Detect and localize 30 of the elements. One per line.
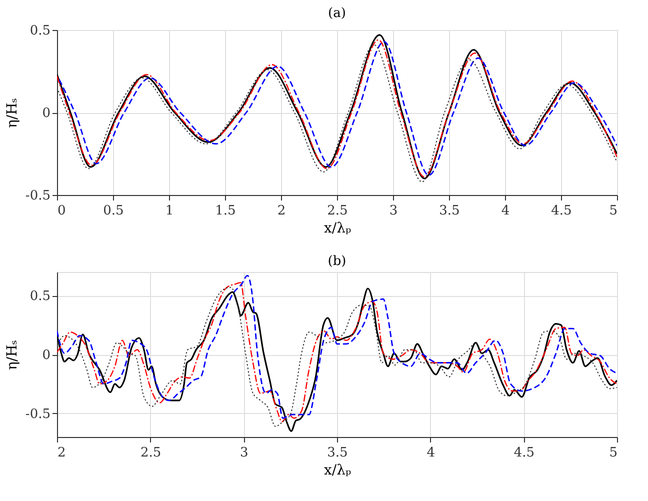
x-tick-label: 2 <box>58 446 66 460</box>
y-tick-label: -0.5 <box>25 406 50 422</box>
y-tick-label: -0.5 <box>25 188 50 204</box>
chart-title: (b) <box>328 254 346 269</box>
y-axis-title: η/Hₛ <box>4 340 20 370</box>
x-tick-label: 3 <box>389 204 398 218</box>
x-tick-label: 4.5 <box>551 204 572 218</box>
x-tick-label: 2.5 <box>140 446 162 460</box>
y-tick-label: 0.5 <box>30 24 50 38</box>
x-tick-label: 3.5 <box>439 204 460 218</box>
x-tick-label: 4 <box>501 204 510 218</box>
chart-title: (a) <box>328 6 346 21</box>
y-tick-label: 0 <box>42 348 50 363</box>
x-axis-title: x/λₚ <box>324 220 352 236</box>
y-tick-label: 0 <box>42 106 50 121</box>
x-tick-label: 1.5 <box>215 204 236 218</box>
x-tick-label: 3 <box>240 446 248 460</box>
x-tick-label: 4 <box>426 446 435 460</box>
x-tick-label: 4.5 <box>514 446 535 460</box>
x-tick-label: 2 <box>277 204 286 218</box>
x-tick-label: 1 <box>165 204 174 218</box>
x-tick-label: 0.5 <box>103 204 124 218</box>
x-tick-label: 5 <box>609 446 618 460</box>
y-tick-label: 0.5 <box>30 289 50 304</box>
y-axis-title: η/Hₛ <box>4 98 20 128</box>
x-tick-label: 3.5 <box>327 446 348 460</box>
x-tick-label: 2.5 <box>327 204 348 218</box>
x-axis-title: x/λₚ <box>324 462 352 478</box>
x-tick-label: 5 <box>609 204 618 218</box>
x-tick-label: 0 <box>58 204 66 218</box>
